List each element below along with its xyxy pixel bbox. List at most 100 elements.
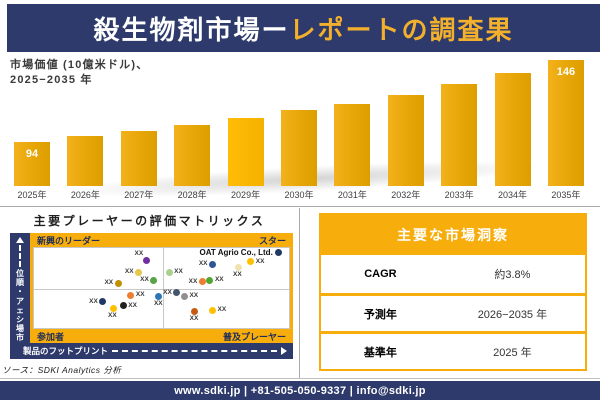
y-axis-label-char: 位 xyxy=(16,269,24,278)
chart-subtitle: 市場価値 (10億米ドル)、 2025−2035 年 xyxy=(10,58,148,89)
insights-row-label: 予測年 xyxy=(363,308,397,321)
bar-2027年 xyxy=(120,131,157,186)
matrix-x-axis: 製品のフットプリント xyxy=(10,343,293,359)
year-label: 2029年 xyxy=(231,190,261,200)
y-axis-label-char: 順 xyxy=(16,278,24,288)
dot-xx-label: XX xyxy=(134,249,144,257)
dot-xx-label: XX xyxy=(135,291,145,299)
bar-2033年 xyxy=(441,84,478,186)
page-title: 殺生物剤市場ーレポートの調査果 xyxy=(93,10,513,47)
insights-row-value: 2025 年 xyxy=(493,346,532,359)
dot-xx-label: XX xyxy=(163,288,172,296)
insights-row-label: CAGR xyxy=(364,268,397,280)
dot-marker xyxy=(142,257,150,265)
dot-xx-label: XX xyxy=(255,257,265,265)
year-label: 2030年 xyxy=(284,190,314,200)
source-note: ソース：SDKI Analytics 分析 xyxy=(2,365,122,375)
dot-xx-label: XX xyxy=(233,271,242,279)
dot-xx-label: XX xyxy=(124,268,134,275)
page-title-accent: レポートの調査果 xyxy=(289,14,514,45)
dot-marker xyxy=(247,258,255,266)
x-axis-label: 製品のフットプリント xyxy=(23,346,109,356)
matrix-title: 主要プレーヤーの評価マトリックス xyxy=(33,214,266,228)
dot-marker xyxy=(99,298,107,306)
dot-xx-label: XX xyxy=(153,300,163,307)
year-label: 2035年 xyxy=(551,190,581,200)
header-banner: 殺生物剤市場ーレポートの調査果 xyxy=(7,4,600,52)
matrix-y-axis: 位順・アェシ場市 xyxy=(10,233,30,343)
chart-subtitle-line1: 市場価値 (10億米ドル)、 xyxy=(10,59,149,71)
dot-xx-label: XX xyxy=(214,276,224,283)
bar-2030年 xyxy=(280,110,317,186)
year-label: 2025年 xyxy=(17,190,47,200)
dot-marker xyxy=(165,268,173,276)
dot-xx-label: XX xyxy=(189,315,199,323)
dot-marker xyxy=(135,268,143,276)
year-label: 2026年 xyxy=(70,190,100,200)
dot-xx-label: XX xyxy=(189,292,199,299)
insights-row-value: 約3.8% xyxy=(494,269,531,281)
company-name-label: OAT Agrio Co., Ltd. xyxy=(199,247,273,257)
year-label: 2028年 xyxy=(177,190,207,200)
matrix-quadrant-box: 新興のリーダー スター XX XX XX XX XX XX XX XX XX OAT Agrio … xyxy=(30,233,293,343)
dot-marker xyxy=(114,279,122,287)
y-axis-label-char: ア xyxy=(16,296,24,306)
market-insights-section: 主要な市場洞察 CAGR 約3.8% 予測年 2026−2035 年基準年 2025 年 xyxy=(300,208,600,379)
insights-table: 主要な市場洞察 CAGR 約3.8% 予測年 2026−2035 年基準年 2025 年 xyxy=(319,213,587,371)
dot-marker xyxy=(275,249,283,257)
bar-2028年 xyxy=(174,125,211,186)
quadrant-divider-vertical xyxy=(162,248,164,328)
insights-row-CAGR: CAGR 約3.8% xyxy=(321,255,585,293)
dot-xx-label: XX xyxy=(198,260,208,267)
dot-marker xyxy=(127,291,135,299)
y-axis-label-char: 市 xyxy=(16,333,24,343)
bar-2025年: 94 xyxy=(14,142,50,186)
insights-row-value: 2026−2035 年 xyxy=(477,308,548,321)
x-axis-dashed-line xyxy=(112,350,277,352)
bar-chart-years: 2025年 2026年 2027年 2028年 2029年 2030年 2031年 2032年… xyxy=(14,188,584,201)
bar-chart-bars: 94 146 xyxy=(14,55,584,186)
quadrant-label-top-left: 新興のリーダー xyxy=(37,235,101,246)
matrix-top-band: 新興のリーダー スター xyxy=(33,233,290,247)
arrow-right-icon xyxy=(281,347,287,355)
chart-subtitle-line2: 2025−2035 年 xyxy=(10,74,93,87)
bar-2026年 xyxy=(67,136,104,186)
dot-xx-label: XX xyxy=(104,279,114,287)
year-label: 2031年 xyxy=(337,190,367,200)
dot-marker xyxy=(150,276,158,284)
dot-marker xyxy=(109,304,117,312)
insights-rows: CAGR 約3.8% 予測年 2026−2035 年基準年 2025 年 xyxy=(321,255,585,369)
footer-bar: www.sdki.jp | +81-505-050-9337 | info@sd… xyxy=(0,381,600,400)
quadrant-divider-horizontal xyxy=(34,288,289,290)
arrow-up-icon xyxy=(16,237,24,243)
y-axis-dashed-line xyxy=(19,245,21,267)
dot-xx-label: XX xyxy=(217,306,227,314)
y-axis-label-char: 場 xyxy=(16,324,24,334)
bar-2029年 xyxy=(227,118,264,186)
dot-marker xyxy=(119,302,127,310)
insights-row-基準年: 基準年 2025 年 xyxy=(321,331,585,369)
dot-marker xyxy=(206,276,214,284)
matrix-plot: XX XX XX XX XX XX XX XX XX OAT Agrio Co., Ltd. XX X… xyxy=(33,247,290,329)
y-axis-label: 位順・アェシ場市 xyxy=(16,269,24,343)
insights-row-予測年: 予測年 2026−2035 年 xyxy=(321,293,585,331)
dot-xx-label: XX xyxy=(108,312,117,319)
year-label: 2034年 xyxy=(498,190,528,200)
quadrant-label-bottom-left: 参加者 xyxy=(37,331,65,342)
bar-chart-section: 市場価値 (10億米ドル)、 2025−2035 年 94 146 2025年 20… xyxy=(0,52,600,209)
dot-xx-label: XX xyxy=(89,297,98,305)
dot-xx-label: XX xyxy=(174,268,183,275)
dot-xx-label: XX xyxy=(128,301,137,309)
page-title-main: 殺生物剤市場ー xyxy=(93,14,290,45)
bar-2034年 xyxy=(494,73,531,186)
bar-2032年 xyxy=(387,95,424,186)
insights-table-title: 主要な市場洞察 xyxy=(321,215,585,255)
footer-contact: www.sdki.jp | +81-505-050-9337 | info@sd… xyxy=(174,384,426,397)
y-axis-label-char: シ xyxy=(16,314,24,324)
year-label: 2027年 xyxy=(124,190,154,200)
dot-marker xyxy=(234,263,242,271)
dot-xx-label: XX xyxy=(188,277,198,285)
dot-marker xyxy=(209,306,216,314)
bar-value-label: 146 xyxy=(556,66,576,78)
